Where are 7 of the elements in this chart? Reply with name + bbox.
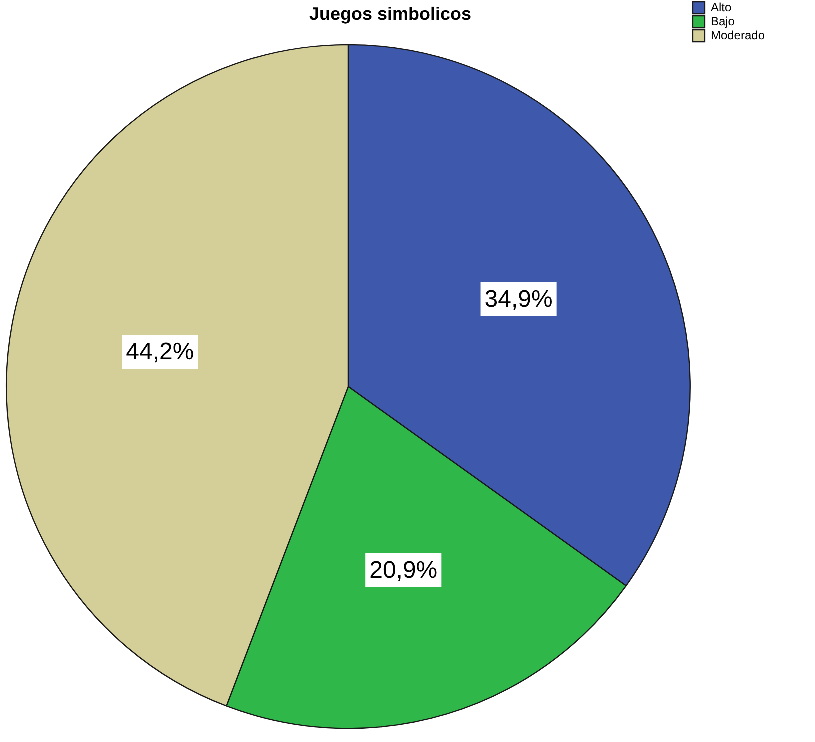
data-label: 20,9% (370, 556, 438, 584)
legend-label: Alto (710, 0, 732, 14)
legend-label: Bajo (710, 14, 736, 28)
chart-title: Juegos simbolicos (309, 4, 472, 24)
legend-label: Moderado (710, 28, 766, 42)
data-label: 34,9% (484, 286, 553, 313)
data-label: 44,2% (126, 338, 194, 366)
